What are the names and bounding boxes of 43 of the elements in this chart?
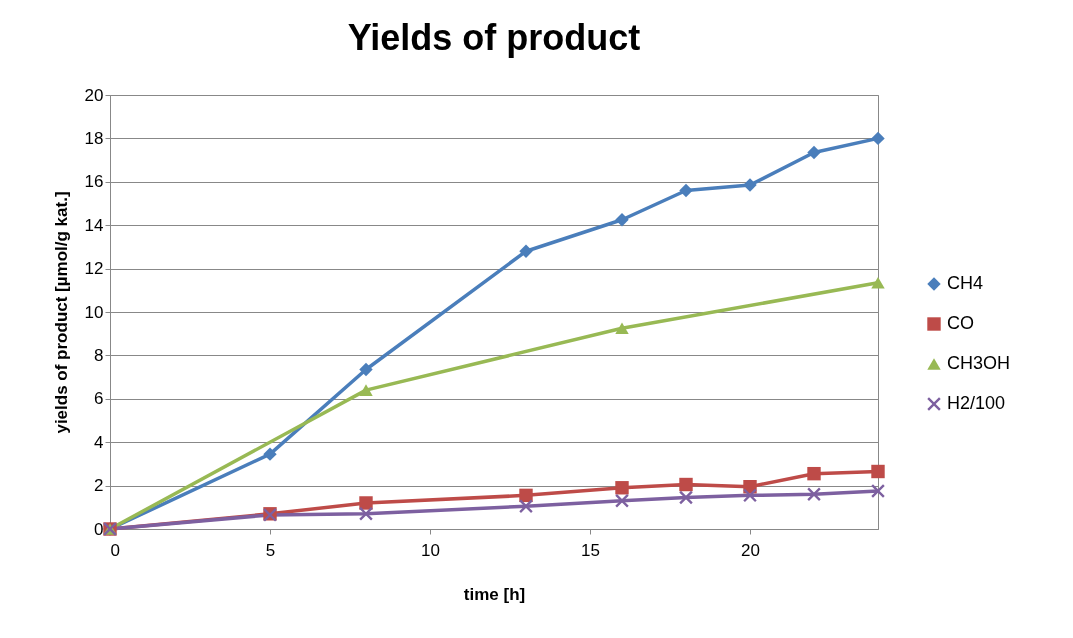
point — [679, 183, 693, 198]
point — [263, 447, 277, 461]
x-axis-title: time [h] — [463, 584, 526, 604]
y-tick-label: 12 — [84, 259, 104, 279]
point — [743, 488, 757, 503]
chart-title: Yields of product — [347, 17, 641, 58]
point — [679, 477, 693, 492]
legend-label: CH3OH — [947, 353, 1011, 373]
legend-label: CH4 — [947, 273, 984, 293]
legend-label: H2/100 — [947, 393, 1006, 413]
y-tick-label: 14 — [84, 215, 104, 235]
point — [519, 244, 533, 258]
point — [807, 145, 821, 160]
y-tick-label: 2 — [94, 476, 104, 496]
x-tick-label: 5 — [265, 540, 276, 560]
legend-label: CO — [947, 313, 974, 333]
x-tick-label: 0 — [110, 540, 120, 560]
point — [615, 481, 629, 495]
point — [807, 487, 821, 501]
y-tick-label: 18 — [84, 128, 104, 148]
point — [359, 384, 373, 396]
point — [743, 178, 757, 192]
y-tick-label: 20 — [84, 85, 104, 105]
y-tick-label: 0 — [94, 519, 104, 539]
y-tick-label: 4 — [94, 432, 104, 452]
point — [359, 496, 373, 510]
x-tick-label: 10 — [421, 540, 440, 560]
point — [519, 488, 533, 503]
y-tick-label: 10 — [84, 302, 104, 322]
point — [871, 276, 885, 289]
point — [871, 131, 885, 146]
x-tick-label: 15 — [581, 540, 600, 560]
point — [871, 464, 885, 479]
x-tick-label: 20 — [741, 540, 760, 560]
y-tick-label: 16 — [84, 172, 104, 192]
point — [807, 466, 821, 481]
point — [359, 362, 373, 377]
point — [615, 322, 629, 335]
point — [679, 490, 693, 505]
y-axis-title: yields of product [µmol/g kat.] — [51, 191, 71, 434]
y-tick-label: 8 — [94, 345, 104, 365]
y-tick-label: 6 — [94, 389, 104, 409]
point — [615, 213, 629, 227]
